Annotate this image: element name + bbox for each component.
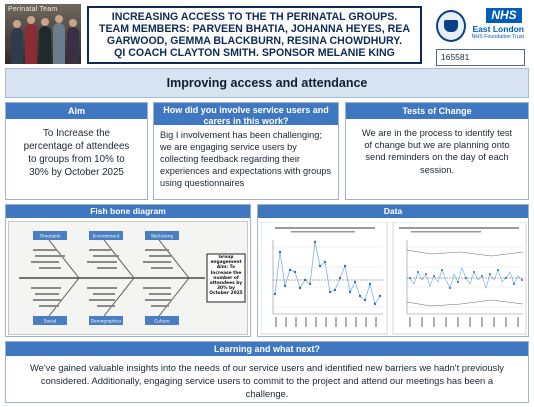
trust-badge-icon [436, 10, 466, 42]
nhs-logo: NHS [486, 8, 522, 23]
fishbone-category: Culture [154, 319, 170, 324]
fishbone-category: Timetable [39, 234, 61, 239]
section-banner: Improving access and attendance [5, 68, 529, 98]
fishbone-heading: Fish bone diagram [6, 205, 250, 218]
tests-body: We are in the process to identify test o… [361, 128, 513, 175]
involvement-heading: How did you involve service users and ca… [154, 103, 338, 126]
trust-subname: NHS Foundation Trust [471, 34, 524, 40]
fishbone-category: Social [44, 319, 56, 324]
data-charts-image [260, 221, 527, 335]
aim-body: To Increase the percentage of attendees … [23, 128, 130, 178]
title-line: INCREASING ACCESS TO THE TH PERINATAL GR… [111, 11, 398, 23]
involvement-body: Big I involvement has been challenging; … [160, 130, 332, 188]
project-reference: 165581 [436, 49, 525, 66]
fishbone-category: Environment [93, 234, 120, 239]
team-photo-caption: Perinatal Team [8, 6, 58, 13]
fishbone-category: Well-being [151, 234, 173, 239]
tests-of-change-card: Tests of Change We are in the process to… [345, 102, 529, 200]
trust-name: East London [472, 24, 524, 34]
data-heading: Data [258, 205, 528, 218]
learning-card: Learning and what next? We've gained val… [5, 341, 529, 403]
fishbone-diagram: Timetable Environment Well-being Social … [8, 221, 248, 335]
title-line: QI COACH CLAYTON SMITH. SPONSOR MELANIE … [114, 47, 395, 59]
aim-heading: Aim [6, 103, 147, 119]
fishbone-category: Demographics [91, 319, 121, 324]
team-photo: Perinatal Team [5, 4, 81, 64]
learning-heading: Learning and what next? [6, 342, 528, 356]
nhs-logo-block: NHS East London NHS Foundation Trust [436, 8, 528, 44]
poster-title: INCREASING ACCESS TO THE TH PERINATAL GR… [87, 6, 422, 64]
fishbone-goal: Group engagement Aim: To Increase the nu… [209, 255, 243, 297]
tests-heading: Tests of Change [346, 103, 528, 119]
aim-card: Aim To Increase the percentage of attend… [5, 102, 148, 200]
involvement-card: How did you involve service users and ca… [153, 102, 339, 200]
data-card: Data [257, 204, 529, 337]
learning-body: We've gained valuable insights into the … [30, 362, 504, 399]
fishbone-card: Fish bone diagram [5, 204, 251, 337]
title-line: GARWOOD, GEMMA BLACKBURN, RESINA CHOWDHU… [106, 35, 403, 47]
fishbone-svg: Timetable Environment Well-being Social … [19, 231, 246, 325]
title-line: TEAM MEMBERS: PARVEEN BHATIA, JOHANNA HE… [99, 23, 410, 35]
data-charts-svg [260, 221, 527, 335]
